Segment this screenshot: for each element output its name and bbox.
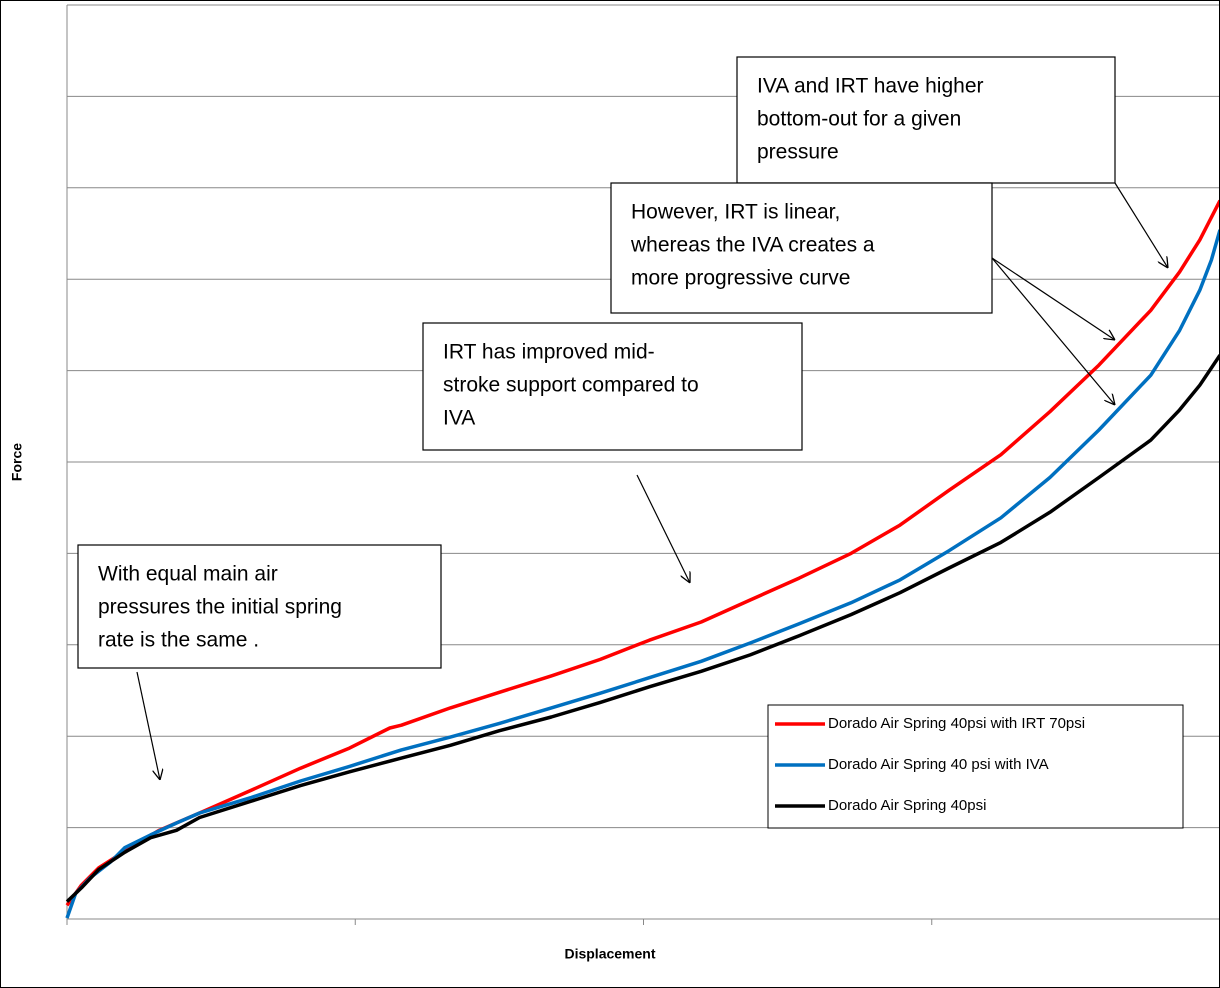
series-line xyxy=(65,229,1220,919)
annotation-text: With equal main air xyxy=(98,563,278,586)
annotation-text: rate is the same . xyxy=(98,629,259,652)
annotation-text: pressure xyxy=(757,141,839,164)
legend-label: Dorado Air Spring 40psi with IRT 70psi xyxy=(828,715,1085,732)
annotation-text: more progressive curve xyxy=(631,267,850,290)
annotation-text: bottom-out for a given xyxy=(757,108,961,131)
annotation-text: IVA xyxy=(443,407,475,430)
annotation-text: whereas the IVA creates a xyxy=(630,234,875,257)
series-line xyxy=(65,354,1220,903)
legend-box xyxy=(767,704,1184,829)
annotation-text: IVA and IRT have higher xyxy=(757,75,984,98)
annotation-text: stroke support compared to xyxy=(443,374,699,397)
annotation-arrow xyxy=(136,671,160,780)
annotation-box xyxy=(736,56,1116,184)
annotation-arrow xyxy=(636,474,690,583)
annotation-arrow xyxy=(1114,182,1168,268)
annotation-text: IRT has improved mid- xyxy=(443,341,655,364)
legend-label: Dorado Air Spring 40psi xyxy=(828,797,986,814)
annotation-box xyxy=(422,322,803,451)
legend-label: Dorado Air Spring 40 psi with IVA xyxy=(828,756,1049,773)
y-axis-label: Force xyxy=(9,443,25,481)
annotation-box xyxy=(610,182,993,314)
x-axis-label: Displacement xyxy=(564,946,655,962)
annotation-arrow xyxy=(991,257,1115,340)
annotation-text: However, IRT is linear, xyxy=(631,201,840,224)
annotation-box xyxy=(77,544,442,669)
annotation-text: pressures the initial spring xyxy=(98,596,342,619)
annotation-arrow xyxy=(991,257,1115,405)
